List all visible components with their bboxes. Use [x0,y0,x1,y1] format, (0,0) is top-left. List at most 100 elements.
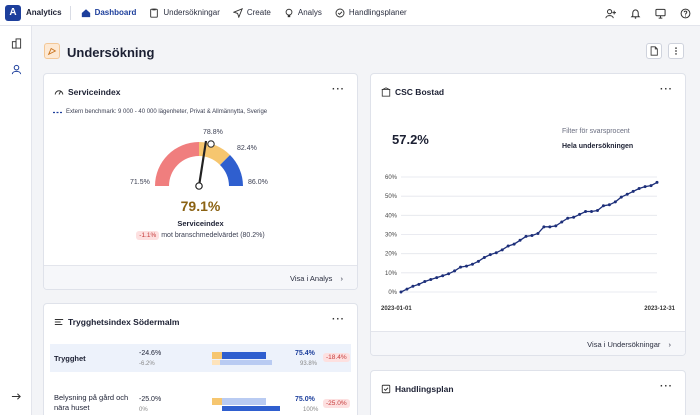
data-point [607,203,611,207]
monitor-icon[interactable] [653,6,667,20]
serviceindex-menu-button[interactable]: ··· [332,84,345,95]
data-point [560,220,564,224]
delta-text: mot branschmedelvärdet (80.2%) [161,232,265,239]
nav-handlingsplaner[interactable]: Handlingsplaner [335,8,407,18]
handlingsplan-card: Handlingsplan ··· [370,370,686,415]
help-icon[interactable] [678,6,692,20]
checkbox-icon [381,384,391,394]
visa-i-undersokningar-label: Visa i Undersökningar [587,340,661,349]
filter-label: Filter för svarsprocent [562,128,630,135]
x-end-label: 2023-12-31 [644,306,675,312]
export-pdf-button[interactable] [646,43,662,59]
gauge-icon [54,90,64,95]
data-point [619,195,623,199]
list-icon [54,319,64,325]
data-point [435,276,439,280]
bar-positive-2 [222,406,280,411]
nav-create-label: Create [246,8,271,17]
data-point [625,192,629,196]
row-delta-2: 0% [139,407,148,413]
nav-undersokningar-label: Undersökningar [163,8,220,17]
trygg-menu-button[interactable]: ··· [332,314,345,325]
data-point [506,244,510,248]
data-point [595,209,599,213]
data-point [429,278,433,282]
nav-create[interactable]: Create [232,7,271,18]
data-point [441,274,445,278]
bar-negative [212,352,222,359]
data-point [524,234,528,238]
visa-i-analys-label: Visa i Analys [290,274,333,283]
app-logo[interactable]: A [5,4,21,21]
add-user-icon[interactable] [603,6,617,20]
y-tick-label: 10% [385,271,398,277]
data-point [476,259,480,263]
data-point [453,269,457,273]
nav-dashboard-label: Dashboard [94,8,137,17]
building-icon [381,87,391,97]
home-icon [81,8,90,17]
table-row[interactable]: Trygghet -24.6% -6.2% 75.4% 93.8% -18.4% [50,344,351,372]
expand-arrow-icon[interactable] [11,391,22,402]
data-point [405,287,409,291]
data-point [554,224,558,228]
user-icon[interactable] [11,64,22,75]
serviceindex-gauge [155,140,243,190]
nav-analys-label: Analys [297,8,322,17]
csc-menu-button[interactable]: ··· [660,84,673,95]
gauge-min-label: 71.5% [130,179,150,186]
data-point [613,200,617,204]
visa-i-analys-link[interactable]: Visa i Analys › [290,274,343,283]
nav-dashboard[interactable]: Dashboard [81,8,137,18]
data-point [643,185,647,189]
trygghetsindex-card: Trygghetsindex Södermalm ··· Trygghet -2… [43,303,358,415]
data-point [411,284,415,288]
filter-value[interactable]: Hela undersökningen [562,143,634,150]
handlingsplan-title: Handlingsplan [395,384,454,394]
handlingsplan-menu-button[interactable]: ··· [660,381,673,392]
data-point [470,262,474,266]
y-tick-label: 20% [385,252,398,258]
pdf-icon [650,46,658,56]
csc-line-chart: 60% 50% 40% 30% 20% 10% 0% 2023-01-01 2023-12-31 [381,175,676,312]
data-point [494,251,498,255]
bar-negative-2 [212,360,220,365]
csc-bostad-card: CSC Bostad ··· 57.2% Filter för svarspro… [370,73,686,356]
nav-handlingsplaner-label: Handlingsplaner [348,8,407,17]
row-value-1: 75.0% [295,396,315,403]
nav-undersokningar[interactable]: Undersökningar [149,8,220,18]
data-point [464,264,468,268]
row-value-1: 75.4% [295,350,315,357]
serviceindex-card: Serviceindex ··· Extern benchmark: 9 000… [43,73,358,290]
data-point [530,233,534,237]
bulb-icon [285,8,293,17]
data-point [655,180,659,184]
row-delta-2: -6.2% [139,361,155,367]
visa-i-undersokningar-link[interactable]: Visa i Undersökningar › [587,340,671,349]
chevron-right-icon: › [340,274,344,283]
serviceindex-value-label: Serviceindex [177,219,224,228]
row-delta-1: -24.6% [139,350,162,357]
data-point [572,215,576,219]
benchmark-legend-icon [53,111,63,114]
benchmark-text: Extern benchmark: 9 000 - 40 000 lägenhe… [66,109,268,115]
organization-icon[interactable] [11,38,22,49]
bell-icon[interactable] [628,6,642,20]
csc-title: CSC Bostad [395,87,445,97]
top-bar: A Analytics Dashboard Undersökningar Cre… [0,0,700,26]
benchmark-compare: -1.1% mot branschmedelvärdet (80.2%) [44,231,357,240]
data-point [649,184,653,188]
page-menu-button[interactable] [668,43,684,59]
bar-positive [222,398,266,405]
survey-icon [44,43,60,59]
bar-positive [222,352,266,359]
data-point [548,225,552,229]
csc-value: 57.2% [392,132,429,147]
data-point [447,272,451,276]
y-tick-label: 50% [385,194,398,200]
y-tick-label: 0% [388,290,397,296]
nav-analys[interactable]: Analys [284,8,322,18]
data-point [590,210,594,213]
y-tick-label: 40% [385,213,398,219]
table-row[interactable]: Belysning på gård och nära huset -25.0% … [50,390,351,415]
